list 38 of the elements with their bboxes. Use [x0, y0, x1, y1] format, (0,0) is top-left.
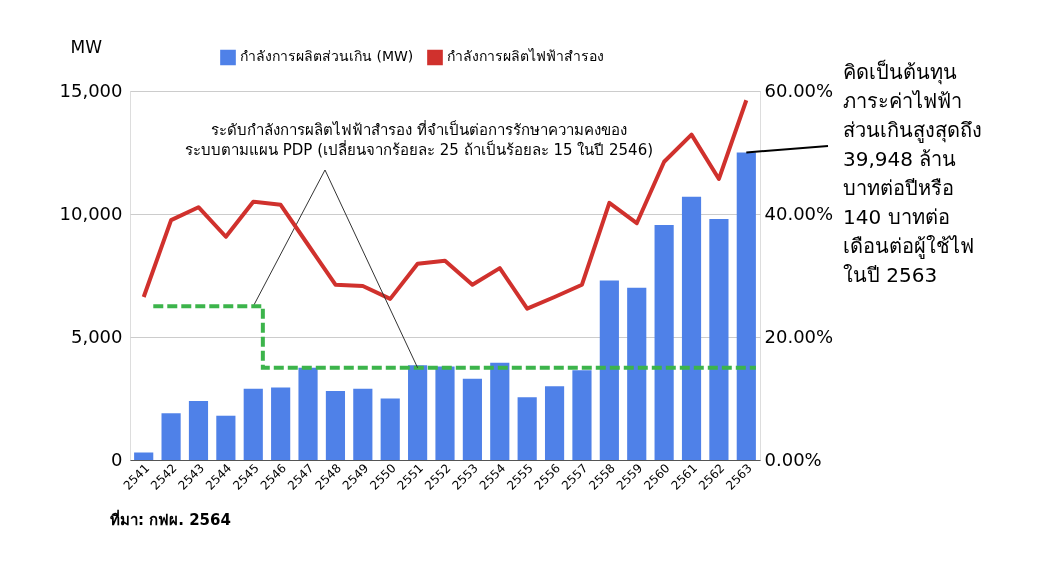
bar	[161, 413, 181, 460]
bar	[298, 367, 318, 460]
bar	[353, 388, 373, 460]
bar	[408, 365, 428, 460]
y2-tick-label: 20.00%	[764, 325, 834, 347]
bar	[462, 378, 482, 460]
legend-label: กำลังการผลิตไฟฟ้าสำรอง	[447, 48, 604, 65]
bar	[627, 287, 647, 460]
bar	[544, 386, 565, 460]
bar	[325, 391, 346, 460]
bar	[380, 398, 400, 460]
bar	[188, 400, 209, 460]
bar	[216, 415, 236, 460]
y-axis-title: MW	[70, 36, 103, 57]
bar	[243, 388, 263, 460]
y2-tick-label: 40.00%	[764, 202, 834, 224]
bar	[517, 397, 537, 460]
bar	[134, 452, 154, 460]
text: ที่มา: กฟผ. 2564	[110, 509, 231, 529]
bar	[572, 370, 592, 460]
bar	[681, 196, 702, 460]
bar	[490, 362, 510, 460]
y-tick-label: 15,000	[59, 79, 123, 101]
annotation: คิดเป็นต้นทุน ภาระค่าไฟฟ้า ส่วนเกินสูงสุดถึง 39,948 ล้าน บาทต่อปีหรือ 140 บาทต่อ เดือนต่อผู้ใช้ไฟ ในปี 2563	[843, 59, 982, 287]
y2-tick-label: 60.00%	[764, 79, 834, 101]
line-series	[141, 98, 749, 311]
bar	[599, 280, 619, 460]
annotation: ระดับกำลังการผลิตไฟฟ้าสำรอง ที่จำเป็นต่อการรักษาความคงของ ระบบตามแผน PDP (เปลี่ยนจากร้อยละ 25 ถ้าเป็นร้อยละ 15 ในปี 2546)	[184, 119, 654, 159]
y-tick-label: 10,000	[59, 202, 123, 224]
y-tick-label: 5,000	[70, 325, 123, 347]
y2-tick-label: 0.00%	[764, 448, 822, 470]
bar	[709, 218, 729, 460]
y-tick-label: 0	[111, 448, 123, 470]
bar	[271, 387, 291, 460]
bar	[736, 152, 756, 460]
bar	[435, 366, 455, 460]
bar	[654, 225, 674, 460]
legend-label: กำลังการผลิตส่วนเกิน (MW)	[240, 48, 414, 65]
